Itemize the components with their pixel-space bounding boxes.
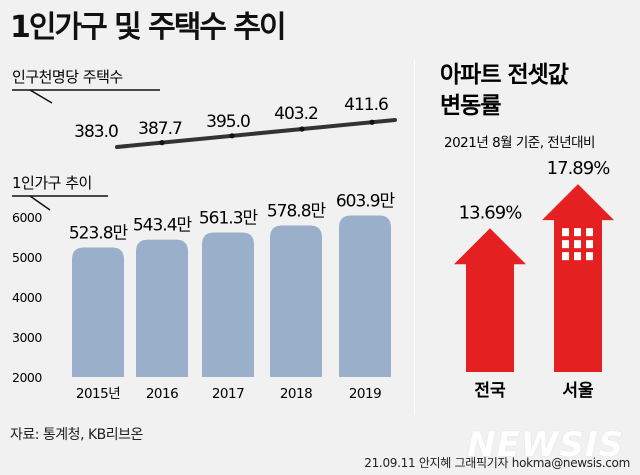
housing-value-label: 403.2 [274,104,318,124]
apt-arrow-chart: 13.69% 전국 17.89% 서울 [454,158,614,401]
y-tick-label: 4000 [12,290,42,305]
household-bar [136,239,188,377]
housing-label-pointer [29,89,53,104]
household-value-label: 561.3만 [199,208,259,228]
household-label-pointer [29,195,51,211]
housing-point [159,140,165,146]
housing-line-chart: 383.0 387.7 395.0 403.2 411.6 [74,95,397,149]
household-bar [202,232,254,377]
apt-subtitle: 2021년 8월 기준, 전년대비 [444,135,595,151]
household-bar [270,225,322,377]
y-tick-label: 3000 [12,330,42,345]
apt-value-label: 13.69% [459,202,523,223]
x-tick-label: 2019 [349,386,381,402]
housing-value-label: 387.7 [138,119,182,139]
household-value-label: 603.9만 [336,191,396,211]
household-bar [339,215,391,377]
x-tick-label: 2018 [280,386,312,402]
page-title: 1인가구 및 주택수 추이 [10,10,287,45]
housing-value-label: 411.6 [344,95,388,115]
housing-label-group: 인구천명당 주택수 [12,68,160,104]
household-bar-chart: 6000 5000 4000 3000 2000 523.8만 2015년 543.4만 201… [12,191,397,402]
credit-line: 21.09.11 안지혜 그래픽기자 hokma@newsis.com [364,456,630,470]
y-tick-label: 2000 [12,370,42,385]
household-section-label: 1인가구 추이 [12,174,92,192]
building-window [574,240,581,249]
x-tick-label: 2015년 [76,386,120,402]
building-window [586,252,593,261]
apt-arrow [454,228,526,372]
apt-title-line1: 아파트 전셋값 [440,62,569,88]
panel-divider [414,60,415,415]
housing-point [299,126,305,132]
building-window [562,228,569,237]
y-tick-label: 6000 [12,210,42,225]
source-note: 자료: 통계청, KB리브온 [10,427,143,443]
apt-title-line2: 변동률 [440,93,501,119]
apt-value-label: 17.89% [547,158,611,179]
x-tick-label: 2016 [146,386,178,402]
household-label-group: 1인가구 추이 [12,174,108,211]
household-value-label: 523.8만 [69,223,129,243]
x-tick-label: 2017 [212,386,244,402]
newsis-logo: NEWSIS [467,425,624,465]
building-window [586,228,593,237]
apt-arrow [542,184,614,372]
housing-section-label: 인구천명당 주택수 [12,68,123,86]
housing-point [369,119,375,125]
household-bar [72,247,124,377]
apt-category-label: 전국 [474,381,506,401]
household-value-label: 578.8만 [267,201,327,221]
household-value-label: 543.4만 [133,216,193,236]
apt-category-label: 서울 [562,381,594,401]
housing-value-label: 383.0 [74,122,118,142]
building-window [586,240,593,249]
building-window [574,228,581,237]
building-window [574,252,581,261]
building-window [562,240,569,249]
housing-value-label: 395.0 [206,112,250,132]
building-window [562,252,569,261]
housing-point [229,133,235,139]
y-tick-label: 5000 [12,250,42,265]
